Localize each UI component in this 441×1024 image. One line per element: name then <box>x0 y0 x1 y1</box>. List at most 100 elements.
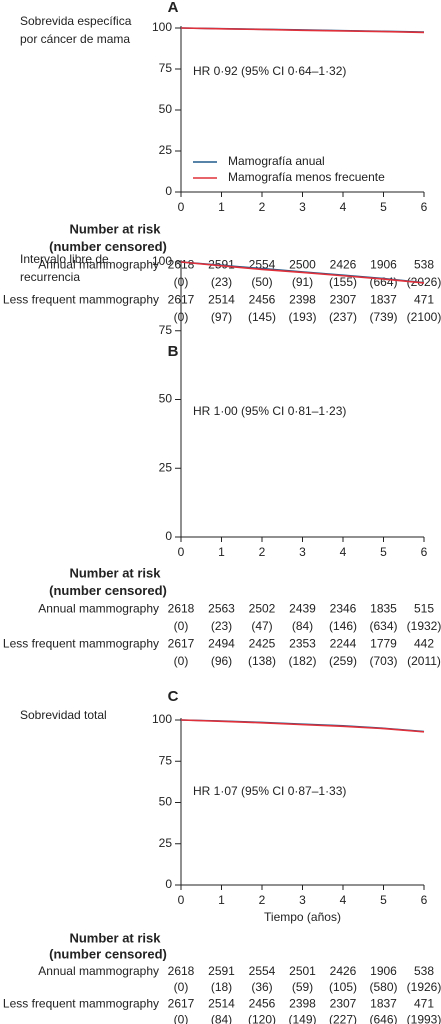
censored: (2100) <box>407 310 441 324</box>
censored: (23) <box>211 275 232 289</box>
at-risk: 471 <box>414 996 434 1010</box>
y-tick-label: 100 <box>152 254 172 268</box>
at-risk: 471 <box>414 293 434 307</box>
at-risk: 2617 <box>168 637 195 651</box>
annotation: HR 1·00 (95% CI 0·81–1·23) <box>193 404 346 418</box>
at-risk: 1837 <box>370 293 397 307</box>
censored: (703) <box>369 654 397 668</box>
table-title: Number at risk <box>69 565 161 580</box>
censored: (138) <box>248 654 276 668</box>
y-tick-label: 0 <box>165 184 172 198</box>
at-risk: 2456 <box>249 996 276 1010</box>
y-tick-label: 75 <box>159 753 173 767</box>
y-tick-label: 0 <box>165 877 172 891</box>
censored: (634) <box>369 619 397 633</box>
at-risk: 2353 <box>289 637 316 651</box>
x-tick-label: 4 <box>340 545 347 559</box>
y-tick-label: 100 <box>152 712 172 726</box>
x-tick-label: 0 <box>178 200 185 214</box>
censored: (0) <box>174 980 189 994</box>
censored: (739) <box>369 310 397 324</box>
x-tick-label: 0 <box>178 545 185 559</box>
x-tick-label: 2 <box>259 545 266 559</box>
y-tick-label: 75 <box>159 323 173 337</box>
x-tick-label: 1 <box>218 893 225 907</box>
at-risk: 2501 <box>289 964 316 978</box>
y-axis-label: recurrencia <box>20 270 80 284</box>
censored: (91) <box>292 275 313 289</box>
censored: (1926) <box>407 980 441 994</box>
annotation: HR 0·92 (95% CI 0·64–1·32) <box>193 64 346 78</box>
at-risk: 2398 <box>289 293 316 307</box>
at-risk: 515 <box>414 601 434 615</box>
y-tick-label: 25 <box>159 460 173 474</box>
x-tick-label: 3 <box>299 545 306 559</box>
censored: (2011) <box>407 654 441 668</box>
row-label: Less frequent mammography <box>3 996 159 1010</box>
x-tick-label: 3 <box>299 200 306 214</box>
x-tick-label: 4 <box>340 893 347 907</box>
row-label: Annual mammography <box>38 601 159 615</box>
censored: (0) <box>174 1013 189 1024</box>
censored: (97) <box>211 310 232 324</box>
x-tick-label: 5 <box>380 545 387 559</box>
y-tick-label: 50 <box>159 392 173 406</box>
censored: (580) <box>369 980 397 994</box>
at-risk: 2494 <box>208 637 235 651</box>
y-tick-label: 100 <box>152 20 172 34</box>
at-risk: 2426 <box>330 964 357 978</box>
censored: (18) <box>211 980 232 994</box>
table-subtitle: (number censored) <box>49 947 167 962</box>
at-risk: 2502 <box>249 601 276 615</box>
row-label: Less frequent mammography <box>3 293 159 307</box>
line-series <box>180 719 425 733</box>
at-risk: 2514 <box>208 293 235 307</box>
censored: (84) <box>292 619 313 633</box>
at-risk: 1835 <box>370 601 397 615</box>
at-risk: 1906 <box>370 964 397 978</box>
censored: (193) <box>288 310 316 324</box>
panel-letter: B <box>168 343 179 360</box>
x-tick-label: 3 <box>299 893 306 907</box>
censored: (47) <box>251 619 272 633</box>
y-axis-label: Sobrevidad total <box>20 708 107 722</box>
x-tick-label: 5 <box>380 200 387 214</box>
x-tick-label: 1 <box>218 200 225 214</box>
row-label: Annual mammography <box>38 964 159 978</box>
censored: (259) <box>329 654 357 668</box>
censored: (1993) <box>407 1013 441 1024</box>
x-tick-label: 1 <box>218 545 225 559</box>
panel-letter: A <box>168 0 179 16</box>
y-tick-label: 50 <box>159 795 173 809</box>
x-tick-label: 6 <box>421 893 428 907</box>
censored: (59) <box>292 980 313 994</box>
at-risk: 2591 <box>208 964 235 978</box>
censored: (84) <box>211 1013 232 1024</box>
at-risk: 2398 <box>289 996 316 1010</box>
censored: (227) <box>329 1013 357 1024</box>
at-risk: 2563 <box>208 601 235 615</box>
x-tick-label: 5 <box>380 893 387 907</box>
censored: (237) <box>329 310 357 324</box>
line-series <box>180 261 425 284</box>
censored: (50) <box>251 275 272 289</box>
table-title: Number at risk <box>69 930 161 945</box>
y-axis-label: Intervalo libre de <box>20 252 109 266</box>
at-risk: 2591 <box>208 257 235 271</box>
at-risk: 538 <box>414 257 434 271</box>
at-risk: 1906 <box>370 257 397 271</box>
table-subtitle: (number censored) <box>49 583 167 598</box>
line-series <box>180 27 425 34</box>
x-tick-label: 6 <box>421 200 428 214</box>
row-label: Less frequent mammography <box>3 637 159 651</box>
y-tick-label: 75 <box>159 61 173 75</box>
panel-letter: C <box>168 688 179 705</box>
at-risk: 2346 <box>330 601 357 615</box>
legend-label: Mamografía anual <box>228 154 325 168</box>
annotation: HR 1·07 (95% CI 0·87–1·33) <box>193 784 346 798</box>
at-risk: 2439 <box>289 601 316 615</box>
at-risk: 2618 <box>168 601 195 615</box>
at-risk: 2426 <box>330 257 357 271</box>
censored: (646) <box>369 1013 397 1024</box>
